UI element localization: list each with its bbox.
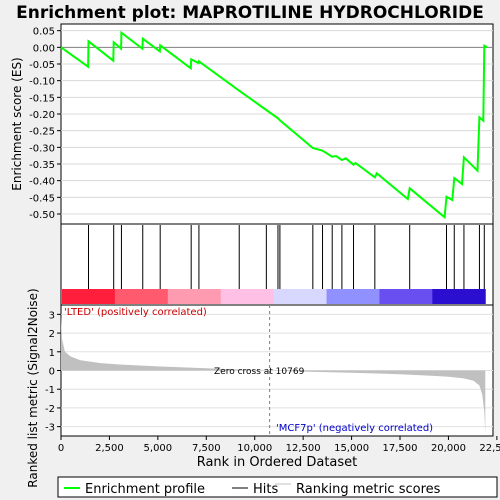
- legend-enrichment-label: Enrichment profile: [85, 482, 205, 497]
- x-tick-label: 10,000: [237, 443, 272, 454]
- gradient-segment: [273, 289, 328, 304]
- gradient-segment: [62, 289, 116, 304]
- es-y-tick-label: -0.25: [29, 127, 55, 138]
- es-y-tick-label: -0.45: [29, 193, 55, 204]
- es-y-tick-label: -0.30: [29, 143, 55, 154]
- es-y-tick-label: -0.50: [29, 210, 55, 221]
- es-y-tick-label: -0.35: [29, 160, 55, 171]
- es-y-tick-label: -0.40: [29, 177, 55, 188]
- chart-title: Enrichment plot: MAPROTILINE HYDROCHLORI…: [16, 3, 484, 23]
- x-tick-label: 0: [58, 443, 64, 454]
- legend-box: [57, 476, 498, 498]
- es-y-axis-label: Enrichment score (ES): [10, 57, 24, 190]
- metric-y-tick-label: -1: [45, 385, 55, 396]
- metric-y-axis: 3 2 1 0 -1 -2 -3: [45, 310, 61, 434]
- x-tick-label: 22,500: [479, 443, 500, 454]
- gradient-segment: [379, 289, 433, 304]
- es-y-tick-label: -0.15: [29, 93, 55, 104]
- x-tick-label: 12,500: [286, 443, 321, 454]
- es-grid: [61, 30, 493, 215]
- es-panel: 0.05 0.00 -0.05 -0.10 -0.15 -0.20 -0.25 -0.30 -0…: [10, 23, 494, 225]
- metric-y-tick-label: -2: [45, 404, 55, 415]
- es-y-tick-label: -0.20: [29, 110, 55, 121]
- es-y-axis: 0.05 0.00 -0.05 -0.10 -0.15 -0.20 -0.25 -0.30 -0…: [29, 27, 61, 221]
- metric-y-tick-label: 0: [49, 367, 55, 378]
- metric-y-tick-label: -3: [45, 423, 55, 434]
- gradient-segment: [220, 289, 275, 304]
- positive-annotation: 'LTED' (positively correlated): [64, 307, 207, 318]
- x-tick-label: 20,000: [431, 443, 466, 454]
- x-tick-label: 5,000: [144, 443, 173, 454]
- hit-lines: [88, 225, 485, 289]
- x-tick-label: 7,500: [192, 443, 221, 454]
- legend-hits-label: Hits: [253, 482, 278, 497]
- es-y-tick-label: -0.10: [29, 77, 55, 88]
- x-tick-label: 17,500: [383, 443, 418, 454]
- metric-panel: 3 2 1 0 -1 -2 -3 0 2,500 5,000 7,500 10,000 12,500 1…: [26, 288, 500, 487]
- gradient-segment: [114, 289, 169, 304]
- gradient-segment: [167, 289, 222, 304]
- es-plot-area: [60, 23, 494, 225]
- metric-y-axis-label: Ranked list metric (Signal2Noise): [26, 288, 40, 487]
- x-tick-label: 15,000: [334, 443, 369, 454]
- gradient-segment: [326, 289, 380, 304]
- x-axis: 0 2,500 5,000 7,500 10,000 12,500 15,000 17,500…: [58, 436, 500, 454]
- metric-y-tick-label: 3: [49, 310, 55, 321]
- legend-metric-label: Ranking metric scores: [296, 482, 441, 497]
- x-tick-label: 2,500: [95, 443, 124, 454]
- enrichment-profile-line: [60, 30, 488, 220]
- metric-y-tick-label: 1: [49, 348, 55, 359]
- rank-gradient-bar: [62, 289, 486, 304]
- zero-cross-annotation: Zero cross at 10769: [214, 367, 305, 377]
- legend: Enrichment profile Hits Ranking metric s…: [57, 476, 498, 498]
- gradient-segment: [432, 289, 486, 304]
- hits-panel: [60, 223, 494, 306]
- es-y-tick-label: -0.05: [29, 60, 55, 71]
- es-y-tick-label: 0.05: [33, 27, 55, 38]
- es-y-tick-label: 0.00: [33, 43, 55, 54]
- negative-annotation: 'MCF7p' (negatively correlated): [276, 423, 433, 434]
- x-axis-label: Rank in Ordered Dataset: [197, 455, 358, 470]
- metric-y-tick-label: 2: [49, 329, 55, 340]
